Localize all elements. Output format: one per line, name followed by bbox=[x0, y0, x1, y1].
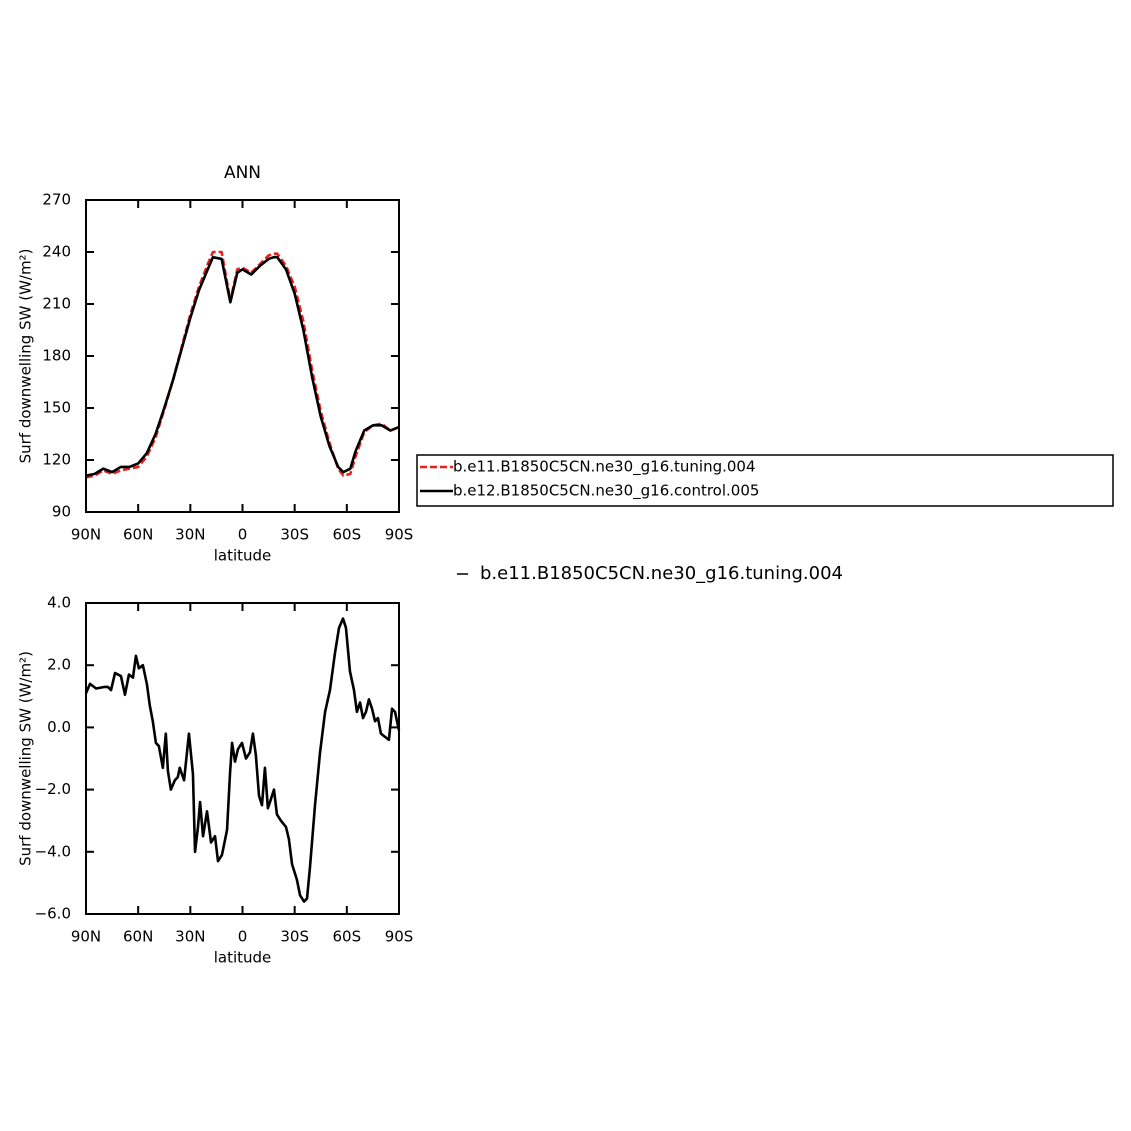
series-line bbox=[84, 617, 401, 903]
y-tick-label: 240 bbox=[42, 243, 71, 261]
x-tick-label: 60S bbox=[333, 526, 362, 544]
x-tick-label: 90S bbox=[385, 526, 414, 544]
series-line bbox=[85, 255, 400, 477]
x-tick-label: 30S bbox=[280, 928, 309, 946]
y-tick-label: 210 bbox=[42, 295, 71, 313]
x-tick-label: 30S bbox=[280, 526, 309, 544]
legend-box bbox=[416, 454, 1114, 507]
chart-title: ANN bbox=[224, 163, 261, 183]
y-tick-label: −6.0 bbox=[35, 905, 71, 923]
x-tick-label: 0 bbox=[238, 526, 248, 544]
y-tick-label: −4.0 bbox=[35, 842, 71, 860]
x-tick-label: 90N bbox=[71, 928, 101, 946]
y-tick-label: 270 bbox=[42, 191, 71, 209]
x-tick-label: 30N bbox=[175, 526, 205, 544]
y-tick-label: 2.0 bbox=[47, 656, 71, 674]
y-tick-label: 120 bbox=[42, 451, 71, 469]
y-tick-label: 4.0 bbox=[47, 594, 71, 612]
y-tick-label: 0.0 bbox=[47, 718, 71, 736]
x-tick-label: 60N bbox=[123, 928, 153, 946]
y-tick-label: −2.0 bbox=[35, 780, 71, 798]
x-tick-label: 60N bbox=[123, 526, 153, 544]
x-tick-label: 90N bbox=[71, 526, 101, 544]
legend-label: b.e11.B1850C5CN.ne30_g16.tuning.004 bbox=[480, 563, 843, 584]
x-axis-label: latitude bbox=[214, 547, 272, 565]
series-line bbox=[85, 250, 400, 479]
y-tick-label: 180 bbox=[42, 347, 71, 365]
x-tick-label: 60S bbox=[333, 928, 362, 946]
legend-label: b.e11.B1850C5CN.ne30_g16.tuning.004 bbox=[453, 458, 756, 477]
y-tick-label: 90 bbox=[52, 503, 71, 521]
legend-label: b.e12.B1850C5CN.ne30_g16.control.005 bbox=[453, 482, 759, 501]
y-axis-label: Surf downwelling SW (W/m²) bbox=[17, 249, 35, 464]
x-axis-label: latitude bbox=[214, 949, 272, 967]
plot-frame bbox=[85, 602, 400, 915]
x-tick-label: 90S bbox=[385, 928, 414, 946]
x-tick-label: 0 bbox=[238, 928, 248, 946]
x-tick-label: 30N bbox=[175, 928, 205, 946]
y-axis-label: Surf downwelling SW (W/m²) bbox=[17, 651, 35, 866]
y-tick-label: 150 bbox=[42, 399, 71, 417]
